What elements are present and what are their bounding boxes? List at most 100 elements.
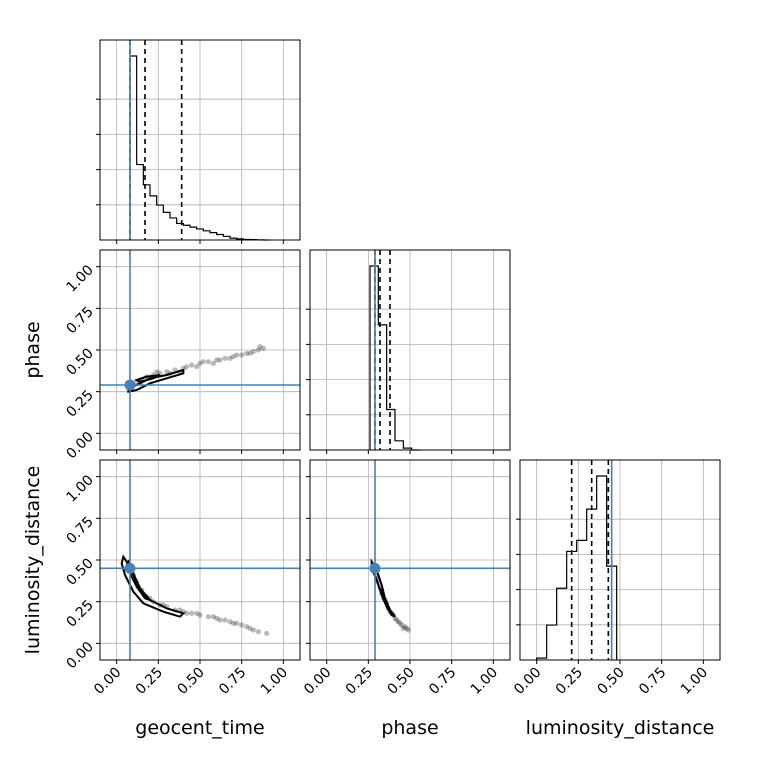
- contour-0: [370, 558, 396, 618]
- sample-point: [257, 344, 263, 350]
- sample-point: [200, 359, 206, 365]
- sample-point: [154, 369, 160, 375]
- y-axis-label-phase: phase: [22, 321, 44, 378]
- sample-point: [194, 610, 200, 616]
- truth-marker: [124, 562, 136, 574]
- sample-point: [239, 352, 245, 358]
- sample-point: [244, 350, 250, 356]
- sample-point: [247, 350, 253, 356]
- y-tick-label: 0.00: [63, 429, 96, 462]
- x-tick-label: 1.00: [258, 665, 291, 698]
- sample-point: [205, 614, 211, 620]
- x-axis-label-geocent-time: geocent_time: [135, 717, 264, 739]
- contour-1: [134, 374, 161, 383]
- truth-marker: [369, 562, 381, 574]
- sample-point: [164, 369, 170, 375]
- sample-point: [255, 347, 261, 353]
- sample-point: [194, 364, 200, 370]
- sample-point: [197, 612, 203, 618]
- x-tick-label: 1.00: [678, 665, 711, 698]
- sample-point: [405, 627, 411, 633]
- x-tick-label: 0.00: [91, 665, 124, 698]
- y-axis-label-luminosity-distance: luminosity_distance: [22, 466, 44, 655]
- sample-point: [222, 617, 228, 623]
- histogram-phase: [369, 265, 420, 451]
- x-tick-label: 0.75: [636, 665, 669, 698]
- sample-point: [184, 364, 190, 370]
- sample-point: [189, 362, 195, 368]
- sample-point: [255, 629, 261, 635]
- x-tick-label: 0.25: [133, 665, 166, 698]
- x-tick-label: 0.25: [553, 665, 586, 698]
- x-axis-label-phase: phase: [381, 717, 438, 739]
- truth-marker: [124, 379, 136, 391]
- sample-point: [234, 620, 240, 626]
- histogram-geocent_time: [129, 55, 270, 241]
- panel-frame: [309, 459, 511, 661]
- sample-point: [214, 615, 220, 621]
- y-tick-label: 0.25: [63, 387, 96, 420]
- sample-point: [227, 619, 233, 625]
- sample-point: [217, 617, 223, 623]
- x-tick-label: 0.50: [384, 665, 417, 698]
- contour-0: [120, 554, 186, 618]
- sample-point: [260, 345, 266, 351]
- x-tick-label: 0.00: [511, 665, 544, 698]
- panel-2-1: 0.00 0.25 0.50 0.75 1.00: [301, 459, 511, 698]
- panel-0-0: [96, 39, 301, 244]
- panel-frame: [99, 249, 301, 451]
- panel-2-0: 0.00 0.25 0.50 0.75 1.000.000.250.500.751.00: [63, 459, 301, 698]
- panel-2-2: 0.00 0.25 0.50 0.75 1.00: [511, 459, 721, 698]
- contour-1: [379, 587, 388, 603]
- panel-frame: [519, 459, 721, 661]
- x-tick-label: 0.75: [426, 665, 459, 698]
- sample-point: [184, 610, 190, 616]
- sample-point: [210, 360, 216, 366]
- sample-point: [230, 620, 236, 626]
- sample-point: [397, 620, 403, 626]
- sample-point: [222, 355, 228, 361]
- panel-frame: [309, 249, 511, 451]
- y-tick-label: 0.25: [63, 597, 96, 630]
- x-tick-label: 0.00: [301, 665, 334, 698]
- sample-point: [239, 622, 245, 628]
- panel-1-0: 0.00 0.25 0.50 0.75 1.00: [63, 249, 301, 462]
- x-axis-label-luminosity-distance: luminosity_distance: [526, 717, 715, 739]
- sample-point: [227, 355, 233, 361]
- sample-point: [230, 354, 236, 360]
- sample-point: [197, 360, 203, 366]
- x-tick-label: 1.00: [468, 665, 501, 698]
- y-tick-label: 0.75: [63, 514, 96, 547]
- sample-point: [264, 630, 270, 636]
- sample-point: [250, 627, 256, 633]
- sample-point: [217, 357, 223, 363]
- y-tick-label: 1.00: [63, 472, 96, 505]
- sample-point: [402, 624, 408, 630]
- sample-point: [400, 625, 406, 631]
- sample-point: [234, 352, 240, 358]
- sample-point: [404, 625, 410, 631]
- sample-point: [189, 610, 195, 616]
- sample-point: [247, 625, 253, 631]
- y-tick-label: 0.50: [63, 556, 96, 589]
- x-tick-label: 0.50: [174, 665, 207, 698]
- sample-point: [399, 622, 405, 628]
- sample-point: [394, 617, 400, 623]
- y-tick-label: 0.75: [63, 304, 96, 337]
- panel-1-1: [306, 249, 511, 454]
- sample-point: [395, 619, 401, 625]
- sample-point: [250, 349, 256, 355]
- y-tick-label: 1.00: [63, 262, 96, 295]
- sample-point: [214, 357, 220, 363]
- x-tick-label: 0.25: [343, 665, 376, 698]
- histogram-luminosity_distance: [536, 475, 618, 660]
- panel-frame: [99, 39, 301, 241]
- y-tick-label: 0.50: [63, 346, 96, 379]
- sample-point: [210, 614, 216, 620]
- sample-point: [244, 624, 250, 630]
- panel-frame: [99, 459, 301, 661]
- x-tick-label: 0.50: [594, 665, 627, 698]
- y-tick-label: 0.00: [63, 639, 96, 672]
- sample-point: [205, 359, 211, 365]
